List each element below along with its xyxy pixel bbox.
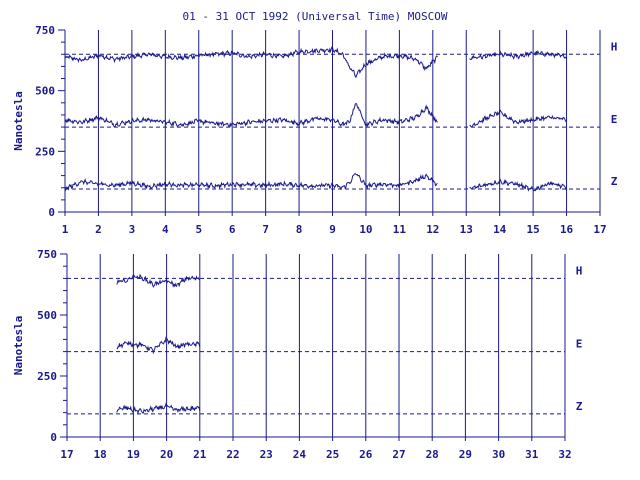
x-tick-label: 28 [426, 448, 439, 461]
x-tick-label: 23 [260, 448, 273, 461]
x-tick-label: 21 [193, 448, 207, 461]
y-tick-label: 250 [37, 370, 57, 383]
component-label-e: E [611, 113, 618, 126]
y-tick-label: 500 [35, 85, 55, 98]
y-tick-label: 750 [37, 248, 57, 261]
y-tick-label: 0 [48, 206, 55, 219]
x-tick-label: 4 [162, 223, 169, 236]
component-label-z: Z [611, 175, 618, 188]
x-tick-label: 29 [459, 448, 472, 461]
y-axis-label: Nanotesla [12, 91, 25, 151]
y-axis-label: Nanotesla [12, 316, 25, 376]
x-tick-label: 16 [560, 223, 574, 236]
component-label-e: E [576, 338, 583, 351]
x-tick-label: 30 [492, 448, 505, 461]
x-tick-label: 2 [95, 223, 102, 236]
x-tick-label: 14 [493, 223, 507, 236]
x-tick-label: 7 [262, 223, 269, 236]
x-tick-label: 25 [326, 448, 339, 461]
x-tick-label: 31 [525, 448, 539, 461]
x-tick-label: 19 [127, 448, 140, 461]
component-label-z: Z [576, 400, 583, 413]
series-line-e [116, 336, 201, 355]
x-tick-label: 26 [359, 448, 373, 461]
series-line-h [116, 273, 200, 288]
x-tick-label: 27 [392, 448, 405, 461]
x-tick-label: 9 [329, 223, 336, 236]
y-tick-label: 250 [35, 145, 55, 158]
x-tick-label: 15 [527, 223, 540, 236]
series-line-z [116, 402, 201, 415]
x-tick-label: 10 [359, 223, 372, 236]
y-tick-label: 500 [37, 309, 57, 322]
x-tick-label: 18 [94, 448, 107, 461]
x-tick-label: 5 [195, 223, 202, 236]
x-tick-label: 1 [62, 223, 69, 236]
x-tick-label: 22 [226, 448, 239, 461]
y-tick-label: 0 [50, 431, 57, 444]
chart-title: 01 - 31 OCT 1992 (Universal Time) MOSCOW [183, 10, 448, 23]
y-tick-label: 750 [35, 24, 55, 37]
x-tick-label: 17 [60, 448, 73, 461]
x-tick-label: 3 [129, 223, 136, 236]
component-label-h: H [611, 40, 618, 53]
x-tick-label: 32 [558, 448, 571, 461]
series-line-e [64, 103, 567, 128]
x-tick-label: 6 [229, 223, 236, 236]
x-tick-label: 24 [293, 448, 307, 461]
x-tick-label: 17 [593, 223, 606, 236]
x-tick-label: 12 [426, 223, 439, 236]
x-tick-label: 13 [460, 223, 473, 236]
component-label-h: H [576, 264, 583, 277]
x-tick-label: 20 [160, 448, 173, 461]
x-tick-label: 8 [296, 223, 303, 236]
x-tick-label: 11 [393, 223, 407, 236]
series-line-z [64, 173, 568, 192]
series-line-h [64, 46, 568, 79]
